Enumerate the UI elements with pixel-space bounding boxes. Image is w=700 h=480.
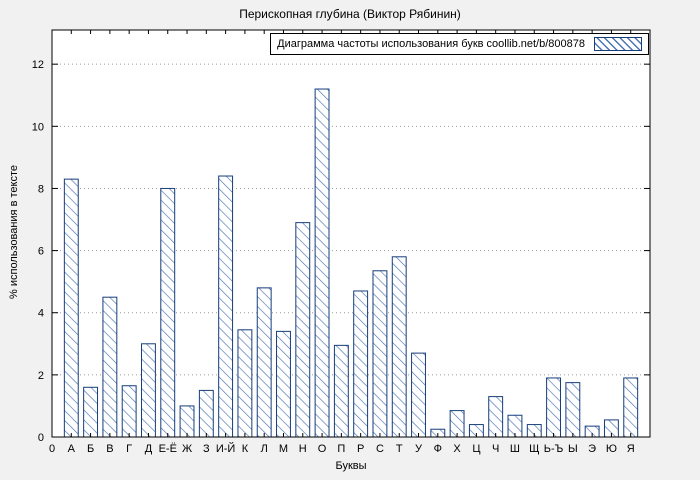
svg-text:О: О — [318, 443, 327, 455]
svg-text:Ж: Ж — [182, 443, 192, 455]
svg-text:0: 0 — [49, 443, 55, 455]
svg-text:Е-Ё: Е-Ё — [159, 443, 177, 455]
svg-text:Л: Л — [261, 443, 268, 455]
svg-text:0: 0 — [38, 432, 44, 444]
svg-text:Ф: Ф — [434, 443, 442, 455]
svg-text:И-Й: И-Й — [216, 442, 235, 455]
svg-text:Ч: Ч — [492, 443, 499, 455]
svg-text:12: 12 — [32, 59, 44, 71]
svg-text:Т: Т — [396, 443, 403, 455]
legend-hatch-swatch-icon — [594, 37, 642, 51]
svg-text:Ь-Ъ: Ь-Ъ — [544, 443, 564, 455]
svg-text:2: 2 — [38, 370, 44, 382]
svg-text:Д: Д — [145, 443, 153, 455]
x-axis-label: Буквы — [335, 460, 367, 472]
svg-text:Ы: Ы — [568, 443, 578, 455]
svg-text:Р: Р — [357, 443, 364, 455]
svg-text:Ш: Ш — [510, 443, 520, 455]
svg-text:К: К — [242, 443, 249, 455]
svg-text:С: С — [376, 443, 384, 455]
svg-text:П: П — [337, 443, 345, 455]
svg-text:А: А — [68, 443, 76, 455]
svg-text:У: У — [415, 443, 423, 455]
svg-text:М: М — [279, 443, 288, 455]
svg-text:Н: Н — [299, 443, 307, 455]
chart-title: Перископная глубина (Виктор Рябинин) — [239, 7, 461, 21]
svg-text:Я: Я — [627, 443, 635, 455]
svg-text:В: В — [106, 443, 113, 455]
svg-text:10: 10 — [32, 121, 44, 133]
svg-text:Ц: Ц — [472, 443, 480, 455]
legend: Диаграмма частоты использования букв coo… — [270, 33, 649, 55]
svg-text:Щ: Щ — [529, 443, 539, 455]
svg-text:Э: Э — [588, 443, 596, 455]
svg-text:Б: Б — [87, 443, 94, 455]
svg-text:Г: Г — [126, 443, 132, 455]
svg-text:Ю: Ю — [606, 443, 617, 455]
svg-text:4: 4 — [38, 308, 44, 320]
svg-text:8: 8 — [38, 183, 44, 195]
svg-text:6: 6 — [38, 246, 44, 258]
svg-text:З: З — [203, 443, 210, 455]
svg-text:Х: Х — [453, 443, 461, 455]
legend-label: Диаграмма частоты использования букв coo… — [277, 38, 585, 50]
